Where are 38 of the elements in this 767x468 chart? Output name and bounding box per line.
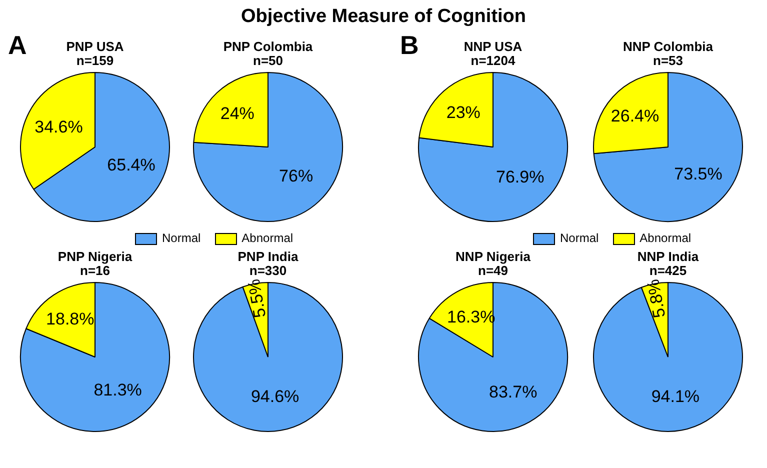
chart-subtitle: n=16 bbox=[79, 263, 110, 278]
data-label: 5.5% bbox=[244, 278, 270, 320]
data-label: 81.3% bbox=[94, 380, 142, 400]
chart-title: NNP Colombia bbox=[622, 39, 714, 54]
chart-title: NNP India bbox=[636, 249, 700, 264]
chart-subtitle: n=53 bbox=[652, 53, 684, 68]
chart-title: PNP Nigeria bbox=[56, 249, 134, 264]
text: Objective Measure of Cognition bbox=[240, 6, 528, 28]
chart-title: PNP India bbox=[236, 249, 300, 264]
chart-title: PNP USA bbox=[66, 39, 124, 54]
chart-title: NNP Nigeria bbox=[454, 249, 532, 264]
legend-label: Normal bbox=[559, 231, 599, 245]
chart-title: PNP Colombia bbox=[222, 39, 314, 54]
legend-label: Abnormal bbox=[240, 231, 294, 245]
data-label: 94.6% bbox=[250, 387, 300, 406]
data-label: 73.5% bbox=[674, 164, 722, 184]
text: A bbox=[8, 30, 27, 61]
chart-subtitle: n=425 bbox=[648, 263, 688, 278]
data-label: 34.6% bbox=[34, 118, 83, 137]
data-label: 65.4% bbox=[107, 156, 156, 175]
data-label: 26.4% bbox=[610, 106, 660, 126]
data-label: 24% bbox=[220, 104, 254, 124]
text: B bbox=[400, 30, 419, 61]
chart-subtitle: n=330 bbox=[248, 263, 288, 278]
chart-subtitle: n=50 bbox=[252, 53, 284, 68]
data-label: 76.9% bbox=[496, 167, 544, 186]
data-label: 23% bbox=[446, 103, 480, 122]
chart-subtitle: n=1204 bbox=[470, 53, 516, 68]
data-label: 76% bbox=[279, 166, 314, 186]
chart-title: NNP USA bbox=[464, 39, 522, 54]
chart-subtitle: n=159 bbox=[76, 53, 114, 68]
chart-subtitle: n=49 bbox=[477, 263, 508, 278]
data-label: 83.7% bbox=[488, 382, 538, 402]
legend-label: Normal bbox=[161, 231, 201, 245]
data-label: 5.8% bbox=[644, 278, 670, 320]
data-label: 18.8% bbox=[46, 310, 94, 329]
legend-label: Abnormal bbox=[638, 231, 692, 245]
data-label: 94.1% bbox=[651, 386, 700, 406]
